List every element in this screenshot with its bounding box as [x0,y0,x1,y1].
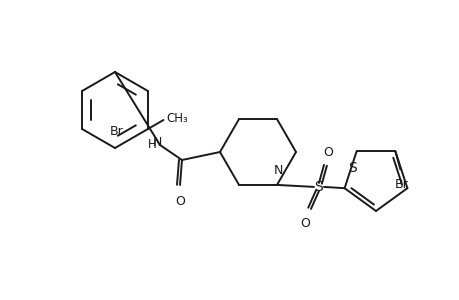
Text: O: O [299,217,309,230]
Text: S: S [347,161,356,175]
Text: N: N [152,136,162,149]
Text: Br: Br [394,178,408,191]
Text: S: S [314,180,323,194]
Text: N: N [273,164,282,177]
Text: O: O [322,146,332,159]
Text: O: O [175,195,185,208]
Text: Br: Br [110,125,123,138]
Text: CH₃: CH₃ [166,112,188,124]
Text: H: H [148,137,157,151]
